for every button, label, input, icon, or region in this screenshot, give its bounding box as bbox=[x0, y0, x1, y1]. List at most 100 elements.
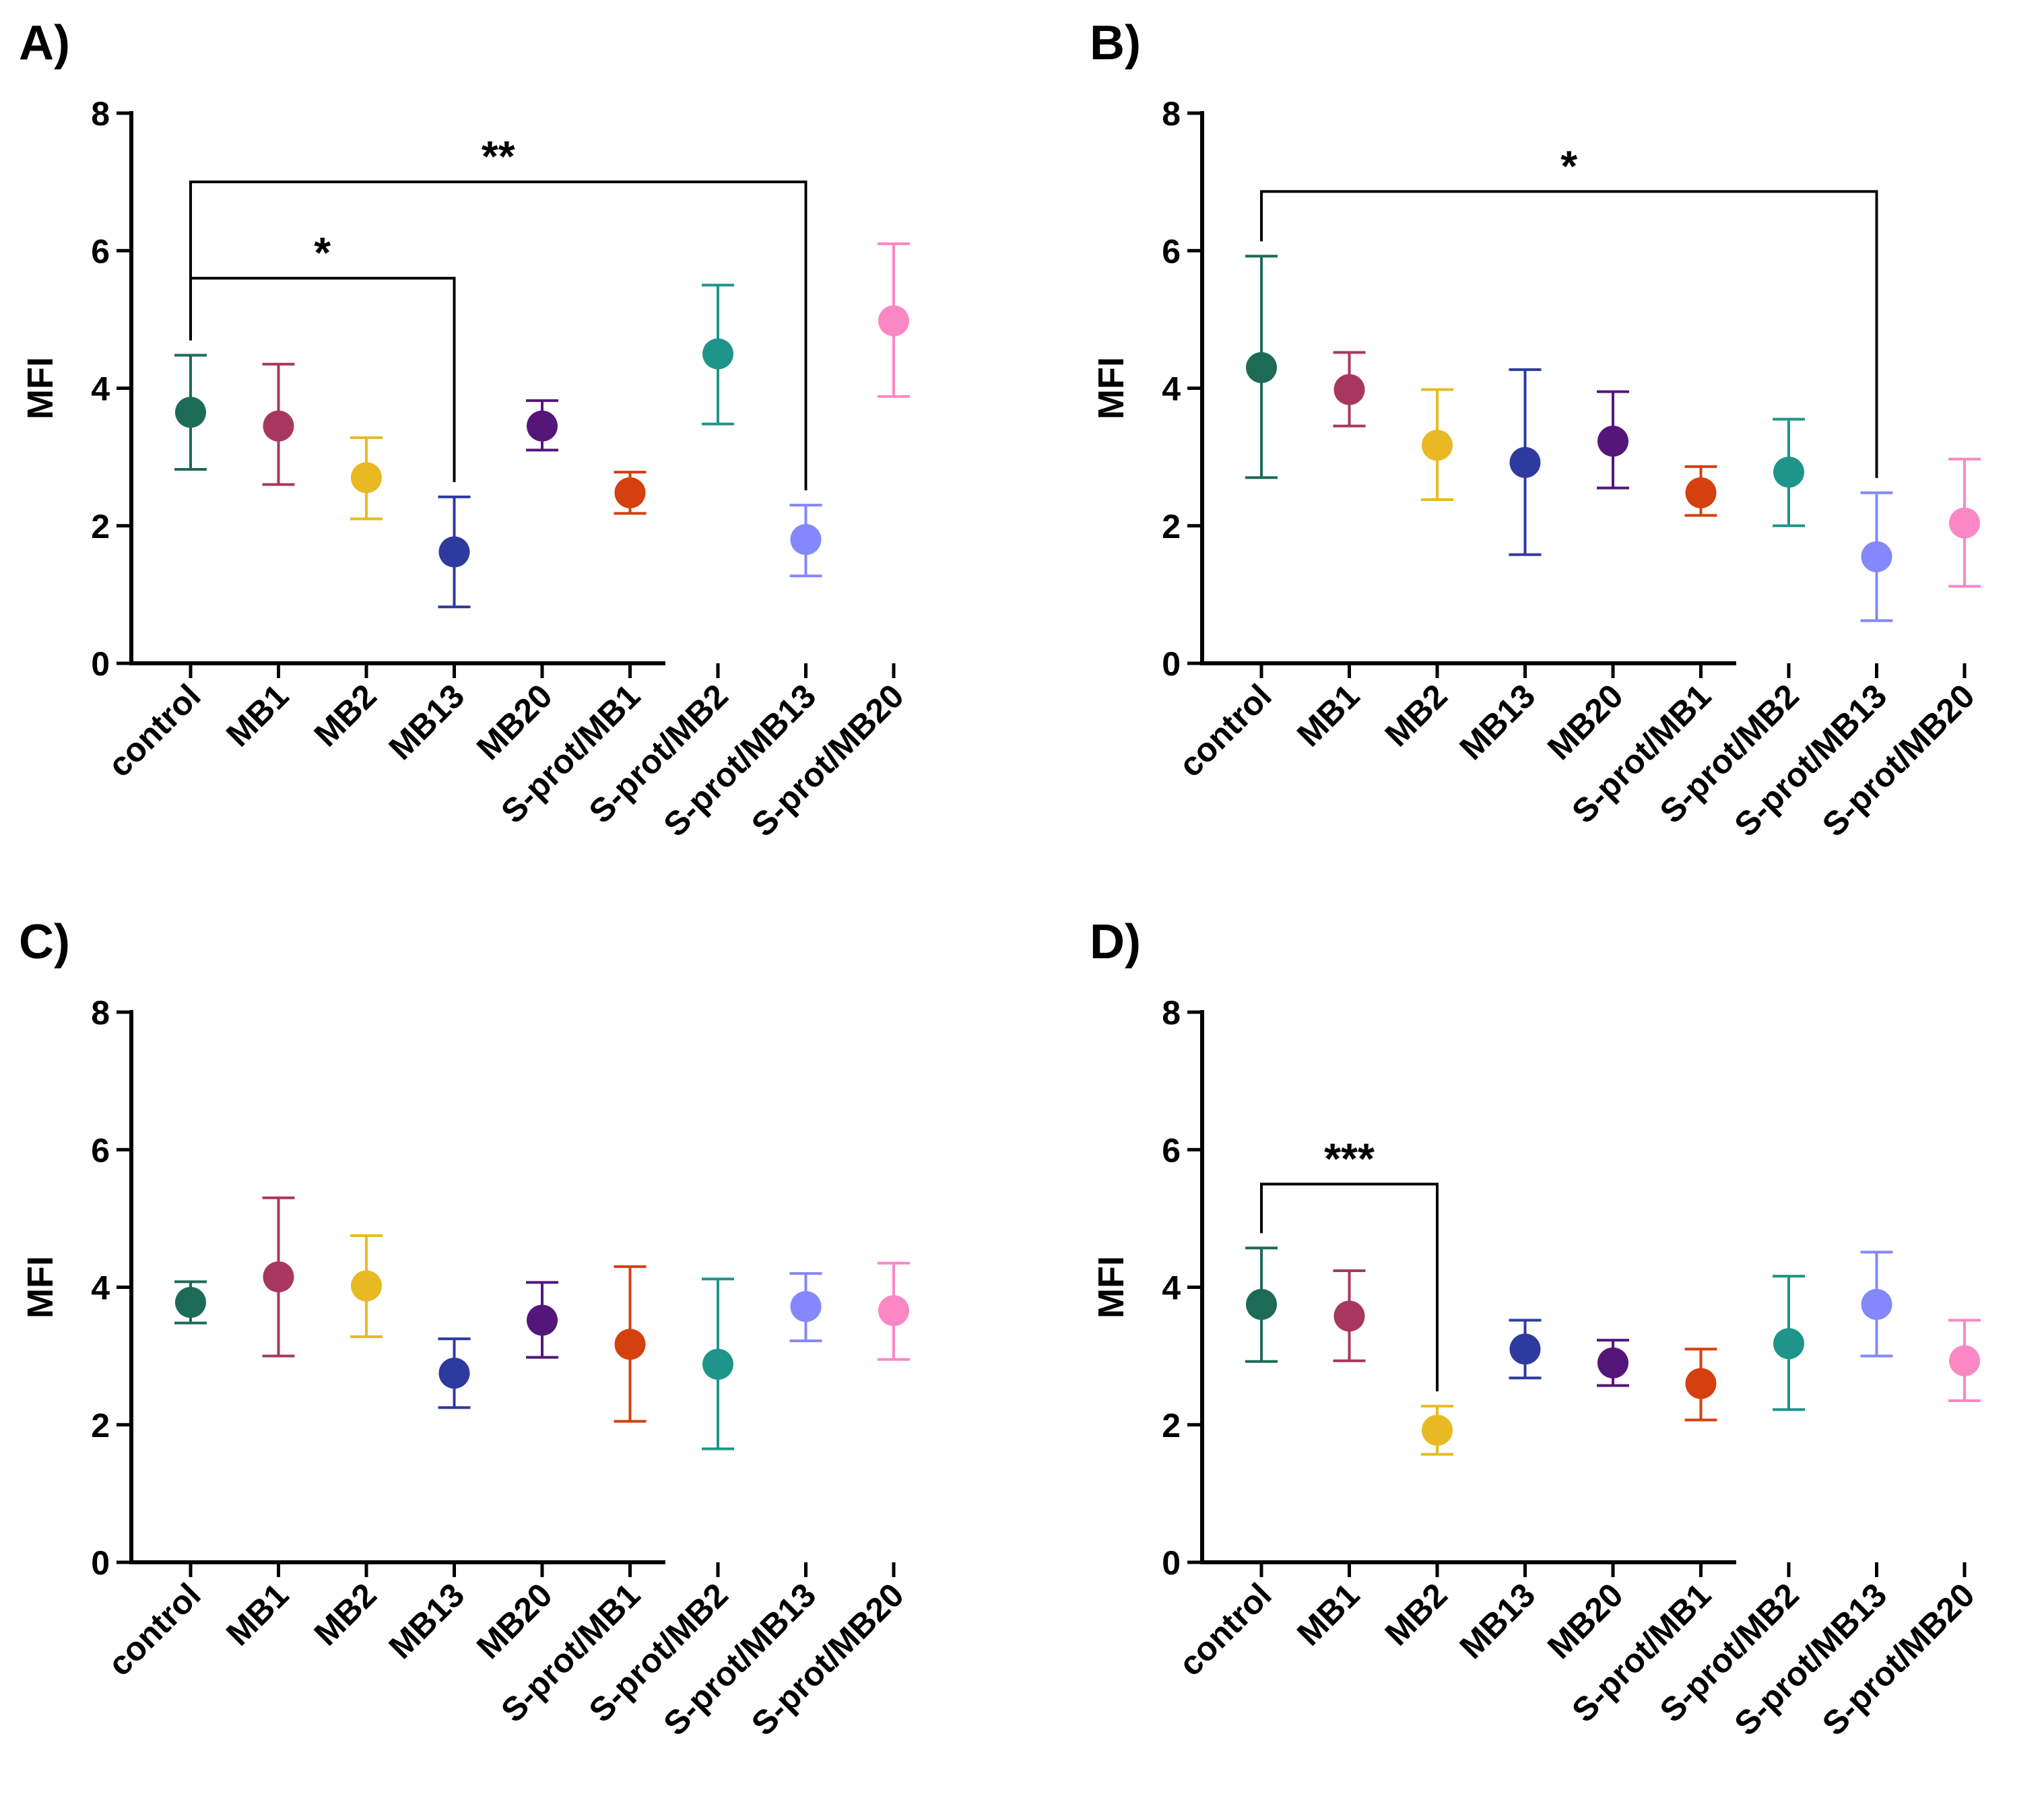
data-point bbox=[1685, 1368, 1717, 1399]
y-tick-label: 4 bbox=[1162, 370, 1181, 408]
category-label: S-prot/MB20 bbox=[744, 677, 911, 844]
y-tick-label: 0 bbox=[1162, 645, 1181, 683]
significance-label: *** bbox=[1324, 1134, 1375, 1183]
y-axis-label: MFI bbox=[20, 357, 61, 420]
y-axis-label: MFI bbox=[1091, 357, 1131, 420]
data-point bbox=[1861, 541, 1892, 572]
data-point bbox=[527, 410, 558, 442]
data-point bbox=[438, 1358, 470, 1389]
category-label: MB13 bbox=[1452, 677, 1542, 767]
panel-label: B) bbox=[1090, 16, 1141, 70]
significance-label: * bbox=[1560, 141, 1577, 190]
data-point bbox=[1509, 1333, 1541, 1365]
y-tick-label: 0 bbox=[91, 1544, 110, 1582]
y-axis-label: MFI bbox=[1091, 1256, 1131, 1319]
category-label: MB1 bbox=[219, 1576, 296, 1653]
y-tick-label: 8 bbox=[91, 95, 110, 133]
y-tick-label: 4 bbox=[91, 1269, 110, 1307]
data-point bbox=[702, 338, 733, 370]
y-tick-label: 2 bbox=[1162, 508, 1181, 545]
data-point bbox=[1597, 426, 1628, 457]
category-label: control bbox=[1171, 1576, 1278, 1683]
category-label: control bbox=[100, 677, 207, 784]
category-label: MB1 bbox=[219, 677, 296, 754]
category-label: S-prot/MB20 bbox=[1815, 1576, 1982, 1743]
y-tick-label: 0 bbox=[91, 645, 110, 683]
category-label: MB2 bbox=[1378, 1576, 1455, 1653]
category-label: MB13 bbox=[381, 1576, 471, 1666]
significance-bracket bbox=[189, 180, 807, 491]
category-label: S-prot/MB13 bbox=[656, 1576, 823, 1743]
data-point bbox=[1509, 446, 1541, 478]
category-label: S-prot/MB13 bbox=[1727, 1576, 1894, 1743]
significance-label: * bbox=[314, 228, 331, 277]
data-point bbox=[175, 1286, 206, 1318]
y-tick-label: 2 bbox=[91, 508, 110, 545]
panel-label: A) bbox=[19, 16, 70, 70]
data-point bbox=[263, 410, 294, 442]
data-point bbox=[1685, 477, 1717, 508]
y-tick-label: 6 bbox=[1162, 232, 1181, 270]
data-point bbox=[614, 1329, 646, 1360]
data-point bbox=[614, 477, 646, 508]
category-label: MB2 bbox=[1378, 677, 1455, 754]
data-point bbox=[1861, 1289, 1892, 1321]
data-point bbox=[702, 1348, 733, 1380]
data-point bbox=[1949, 507, 1980, 539]
panel-label: D) bbox=[1090, 915, 1141, 969]
category-label: MB1 bbox=[1290, 677, 1366, 754]
category-label: MB13 bbox=[1452, 1576, 1542, 1666]
data-point bbox=[1246, 352, 1277, 383]
category-label: S-prot/MB20 bbox=[744, 1576, 911, 1743]
data-point bbox=[1333, 374, 1365, 405]
data-point bbox=[1422, 1414, 1453, 1446]
data-point bbox=[790, 1291, 822, 1323]
data-point bbox=[790, 524, 822, 556]
data-point bbox=[1333, 1300, 1365, 1332]
category-label: S-prot/MB20 bbox=[1815, 677, 1982, 844]
category-label: MB2 bbox=[307, 677, 384, 754]
data-point bbox=[878, 1295, 909, 1327]
category-label: MB1 bbox=[1290, 1576, 1366, 1653]
y-tick-label: 8 bbox=[91, 994, 110, 1032]
data-point bbox=[1422, 430, 1453, 461]
data-point bbox=[438, 536, 470, 568]
y-tick-label: 0 bbox=[1162, 1544, 1181, 1582]
data-point bbox=[527, 1304, 558, 1336]
data-point bbox=[1773, 457, 1804, 488]
data-point bbox=[1597, 1347, 1628, 1378]
y-tick-label: 2 bbox=[91, 1407, 110, 1444]
y-tick-label: 6 bbox=[1162, 1131, 1181, 1169]
panel-label: C) bbox=[19, 915, 70, 969]
category-label: S-prot/MB13 bbox=[1727, 677, 1894, 844]
y-tick-label: 8 bbox=[1162, 994, 1181, 1032]
y-tick-label: 6 bbox=[91, 232, 110, 270]
category-label: control bbox=[1171, 677, 1278, 784]
y-axis-label: MFI bbox=[20, 1256, 61, 1319]
data-point bbox=[1246, 1289, 1277, 1321]
y-tick-label: 2 bbox=[1162, 1407, 1181, 1444]
significance-bracket bbox=[1260, 1183, 1439, 1392]
category-label: MB13 bbox=[381, 677, 471, 767]
data-point bbox=[263, 1261, 294, 1293]
significance-label: ** bbox=[482, 132, 515, 180]
category-label: control bbox=[100, 1576, 207, 1683]
data-point bbox=[351, 1270, 382, 1302]
data-point bbox=[1773, 1328, 1804, 1360]
y-tick-label: 8 bbox=[1162, 95, 1181, 133]
significance-bracket bbox=[1260, 190, 1878, 478]
data-point bbox=[175, 397, 206, 428]
significance-bracket bbox=[189, 277, 456, 482]
category-label: MB2 bbox=[307, 1576, 384, 1653]
y-tick-label: 6 bbox=[91, 1131, 110, 1169]
data-point bbox=[351, 462, 382, 494]
category-label: S-prot/MB13 bbox=[656, 677, 823, 844]
y-tick-label: 4 bbox=[1162, 1269, 1181, 1307]
y-tick-label: 4 bbox=[91, 370, 110, 408]
data-point bbox=[1949, 1345, 1980, 1376]
